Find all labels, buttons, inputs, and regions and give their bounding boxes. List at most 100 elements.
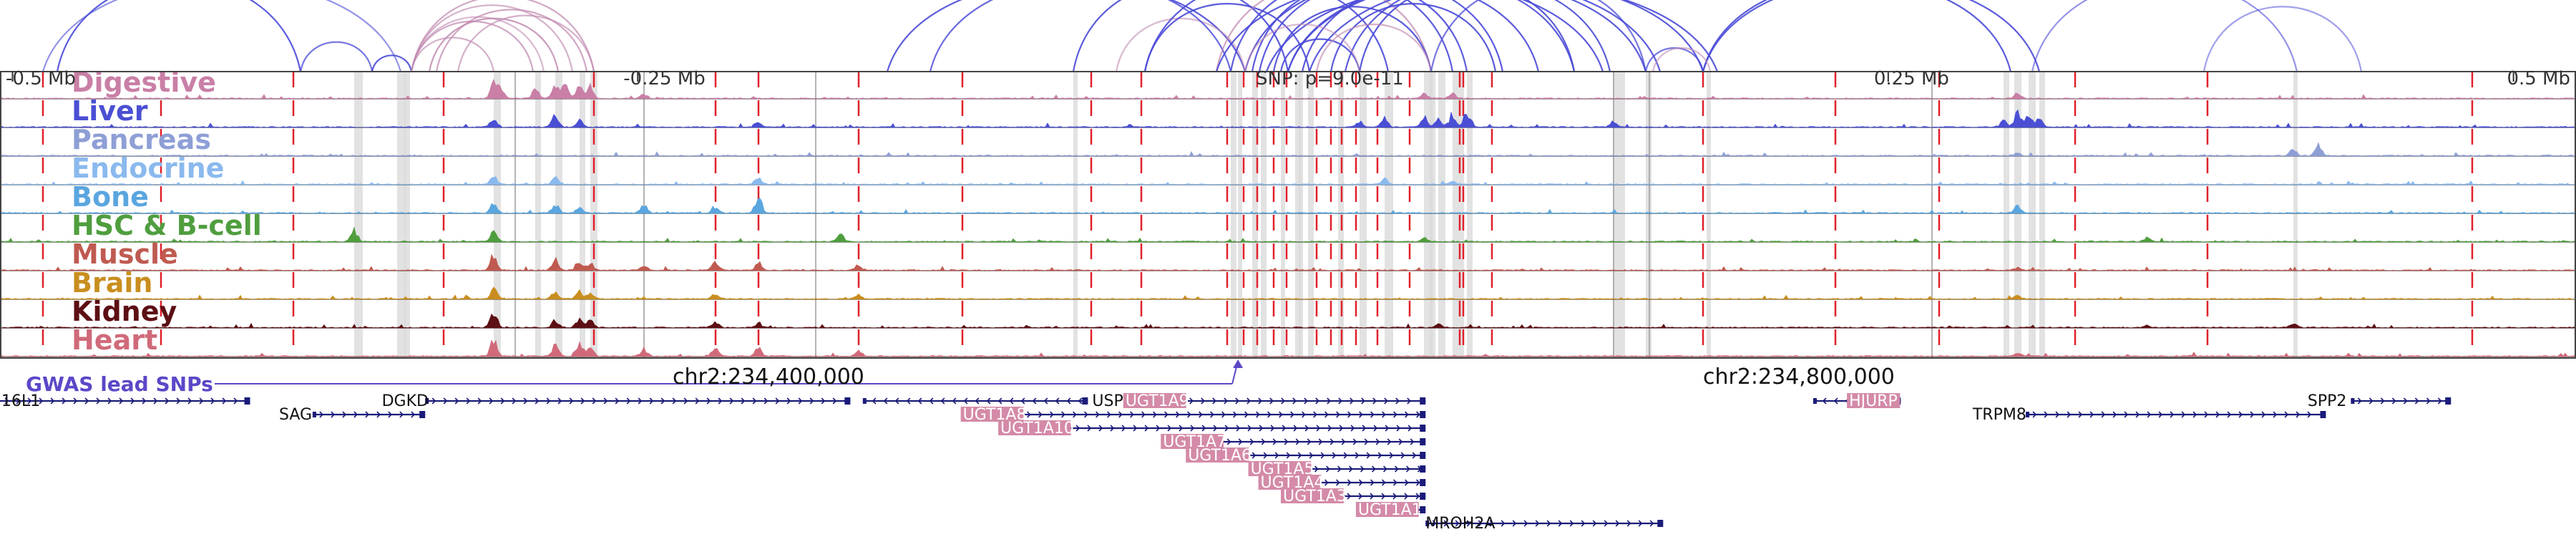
strand-chevron	[2192, 411, 2197, 418]
chromatin-loop	[435, 9, 588, 72]
gene-dgkd[interactable]: DGKD	[382, 392, 851, 410]
strand-chevron	[1286, 452, 1291, 459]
strand-chevron	[1395, 465, 1399, 473]
chromatin-loop	[457, 14, 595, 72]
strand-chevron	[1320, 452, 1325, 459]
signal-area	[0, 175, 2576, 185]
exon	[312, 412, 316, 417]
strand-chevron	[1252, 452, 1257, 459]
highlight-column	[354, 72, 363, 358]
exon	[1082, 397, 1088, 405]
signal-area	[0, 142, 2576, 157]
strand-chevron	[1247, 425, 1252, 432]
gene-ugt1a8[interactable]: UGT1A8	[960, 406, 1426, 424]
strand-chevron	[1370, 479, 1375, 486]
gene-label-highlight	[1161, 434, 1224, 449]
strand-chevron	[411, 411, 416, 418]
strand-chevron	[1416, 411, 1420, 418]
signal-area	[0, 286, 2576, 300]
strand-chevron	[1398, 438, 1403, 445]
strand-chevron	[798, 397, 803, 405]
strand-chevron	[1372, 397, 1377, 405]
strand-chevron	[1389, 452, 1394, 459]
strand-chevron	[729, 397, 734, 405]
signal-area	[0, 313, 2576, 329]
strand-chevron	[2112, 411, 2117, 418]
strand-chevron	[1075, 425, 1080, 432]
chromatin-loop	[1430, 0, 1647, 72]
strand-chevron	[1190, 425, 1195, 432]
strand-chevron	[1400, 452, 1405, 459]
strand-chevron	[1118, 411, 1123, 418]
chromatin-loop	[56, 0, 302, 72]
strand-chevron	[1314, 465, 1319, 473]
gene-16l1[interactable]: 16L1	[0, 392, 250, 410]
strand-chevron	[1226, 438, 1231, 445]
coordinate-label-left: chr2:234,400,000	[673, 364, 864, 390]
strand-chevron	[199, 397, 204, 405]
gene-ugt1a3[interactable]: UGT1A3	[1281, 488, 1426, 505]
strand-chevron	[592, 397, 597, 405]
chromatin-loop	[1143, 0, 1390, 72]
highlight-column	[2029, 72, 2036, 358]
highlight-column	[1360, 72, 1367, 358]
gene-hjurp[interactable]: HJURP	[1813, 392, 1901, 410]
chromatin-loop	[1287, 0, 1662, 72]
snp-label: SNP: p=9.0e-11	[1256, 68, 1404, 90]
strand-chevron	[62, 397, 67, 405]
strand-chevron	[2135, 411, 2140, 418]
strand-chevron	[1304, 425, 1309, 432]
strand-chevron	[1258, 397, 1262, 405]
strand-chevron	[683, 397, 688, 405]
gene-spp2[interactable]: SPP2	[2308, 392, 2451, 410]
strand-chevron	[2261, 411, 2266, 418]
gene-trpm8[interactable]: TRPM8	[1972, 406, 2326, 424]
strand-chevron	[2147, 411, 2152, 418]
strand-chevron	[1249, 438, 1254, 445]
strand-chevron	[1512, 520, 1517, 527]
strand-chevron	[1822, 397, 1827, 405]
strand-chevron	[1405, 411, 1409, 418]
strand-chevron	[752, 397, 757, 405]
highlight-column	[1614, 72, 1625, 358]
chromatin-loop	[929, 0, 1232, 72]
highlight-column	[1073, 72, 1078, 358]
strand-chevron	[342, 411, 347, 418]
exon	[844, 397, 851, 405]
strand-chevron	[2101, 411, 2106, 418]
gene-ugt1a7[interactable]: UGT1A7	[1161, 433, 1426, 451]
strand-chevron	[1282, 425, 1287, 432]
highlight-column	[1438, 72, 1445, 358]
strand-chevron	[718, 397, 723, 405]
strand-chevron	[443, 397, 448, 405]
exon	[2026, 412, 2030, 417]
strand-chevron	[1176, 411, 1180, 418]
exon	[1420, 452, 1426, 459]
strand-chevron	[365, 411, 370, 418]
gene-mroh2a[interactable]: MROH2A	[1425, 515, 1664, 533]
strand-chevron	[2403, 397, 2408, 405]
strand-chevron	[1535, 520, 1540, 527]
gene-ugt1a10[interactable]: UGT1A10	[998, 420, 1426, 437]
track-pancreas: Pancreas	[0, 124, 2576, 157]
strand-chevron	[2391, 397, 2396, 405]
strand-chevron	[1341, 438, 1346, 445]
strand-chevron	[1224, 425, 1229, 432]
strand-chevron	[1370, 493, 1375, 500]
gene-ugt1a6[interactable]: UGT1A6	[1186, 447, 1426, 465]
strand-chevron	[1130, 411, 1134, 418]
exon	[1425, 521, 1430, 526]
gene-label-highlight	[1123, 393, 1186, 408]
strand-chevron	[1392, 493, 1397, 500]
strand-chevron	[1269, 397, 1274, 405]
gene-ugt1a1[interactable]: UGT1A1	[1355, 501, 1426, 519]
strand-chevron	[1295, 438, 1300, 445]
signal-area	[0, 226, 2576, 243]
highlight-column	[2014, 72, 2021, 358]
gene-sag[interactable]: SAG	[279, 406, 426, 424]
track-label: Bone	[72, 181, 149, 213]
strand-chevron	[1410, 438, 1415, 445]
strand-chevron	[1078, 397, 1083, 405]
gene-ugt1a9[interactable]: UGT1A9	[1123, 392, 1426, 410]
strand-chevron	[142, 397, 147, 405]
